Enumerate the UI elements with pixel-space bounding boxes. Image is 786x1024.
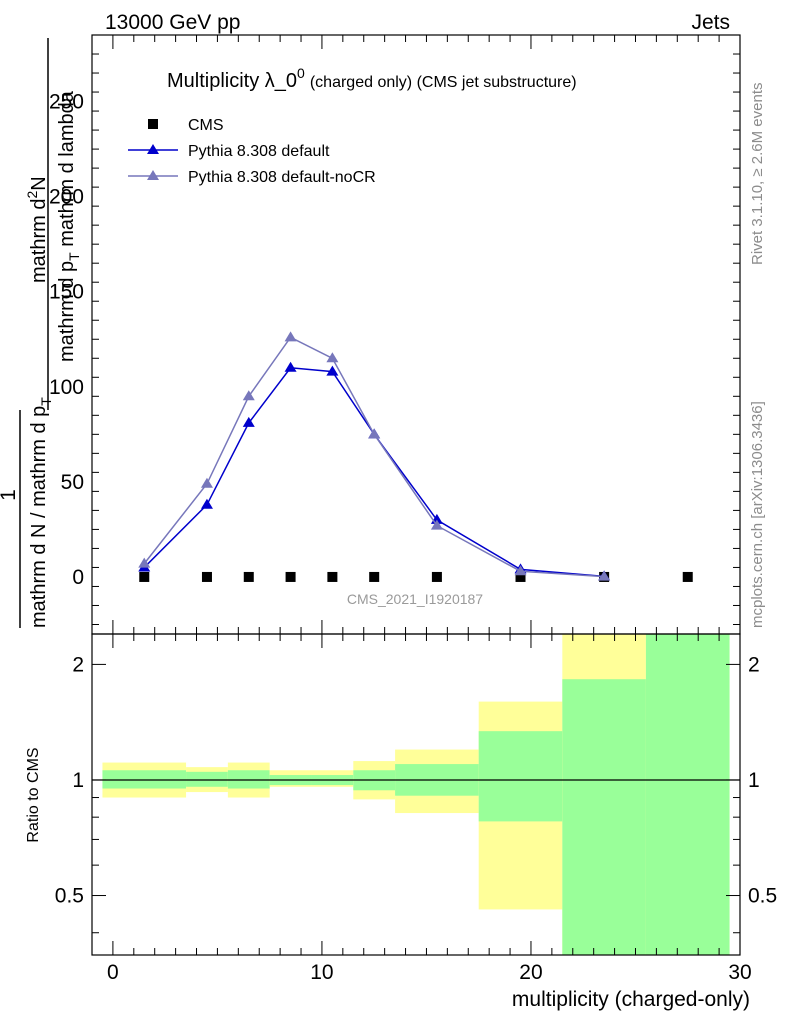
series-2-point-4 [326, 352, 339, 363]
cms-point-0 [139, 571, 150, 582]
ylabel-prefix-den: mathrm d N / mathrm d pT [28, 397, 54, 628]
header-right: Jets [691, 11, 730, 34]
chart-title-main: Multiplicity λ_0 [167, 70, 297, 92]
series-1-point-4 [326, 365, 339, 376]
main-ytick-label: 100 [49, 376, 84, 399]
series-2-point-1 [200, 477, 213, 488]
xtick-label: 10 [310, 961, 333, 984]
ratio-ytick-label-left: 2 [72, 653, 84, 676]
ratio-ytick-label-right: 0.5 [748, 885, 777, 908]
ratio-y-label: Ratio to CMS [25, 747, 42, 842]
main-ytick-label: 250 [49, 91, 84, 114]
xtick-label: 0 [107, 961, 119, 984]
ratio-bands [92, 634, 740, 955]
ratio-ytick-label-right: 2 [748, 653, 760, 676]
cms-point-7 [515, 571, 526, 582]
series-1-point-2 [242, 416, 255, 427]
main-ytick-label: 150 [49, 281, 84, 304]
ylabel-prefix: 1 [0, 489, 20, 501]
series-2-point-0 [138, 557, 151, 568]
y-axis-label: 1 mathrm d N / mathrm d pT mathrm d2N ma… [0, 38, 82, 628]
series-2-point-5 [368, 428, 381, 439]
cms-point-3 [285, 571, 296, 582]
legend-cms-marker [148, 119, 158, 129]
cms-point-6 [431, 571, 442, 582]
legend-cms-label: CMS [188, 117, 224, 134]
analysis-tag: CMS_2021_I1920187 [347, 591, 483, 607]
cms-point-5 [369, 571, 380, 582]
stat-band-8 [562, 679, 646, 955]
stat-band-1 [186, 771, 228, 787]
series-2-point-2 [242, 390, 255, 401]
chart-title-sup: 0 [297, 65, 305, 81]
cms-point-4 [327, 571, 338, 582]
cms-point-2 [243, 571, 254, 582]
ratio-ytick-label-right: 1 [748, 769, 760, 792]
xtick-label: 20 [519, 961, 542, 984]
chart-title: Multiplicity λ_00 (charged only) (CMS jet… [167, 65, 577, 92]
legend-mc2-label: Pythia 8.308 default-noCR [188, 169, 376, 186]
legend: CMS Pythia 8.308 default Pythia 8.308 de… [128, 117, 376, 186]
series-2-point-3 [284, 331, 297, 342]
series-2-point-7 [514, 565, 527, 576]
x-axis-label: multiplicity (charged-only) [512, 988, 750, 1011]
legend-mc1-marker [147, 144, 159, 154]
header-left: 13000 GeV pp [105, 11, 240, 34]
cms-point-1 [201, 571, 212, 582]
series-2-point-8 [598, 570, 611, 581]
chart-title-sub: (charged only) (CMS jet substructure) [310, 74, 577, 91]
stat-band-7 [478, 731, 563, 822]
main-ytick-label: 200 [49, 186, 84, 209]
series-line-2 [143, 336, 605, 578]
legend-mc1-label: Pythia 8.308 default [188, 143, 330, 160]
cms-point-9 [682, 571, 693, 582]
series-1-point-3 [284, 361, 297, 372]
main-ytick-label: 0 [72, 566, 84, 589]
ylabel-denominator: mathrm d pT mathrm d lambda [56, 90, 82, 362]
legend-mc2-marker [147, 170, 159, 180]
ratio-ytick-label-left: 1 [72, 769, 84, 792]
series-1-point-1 [200, 498, 213, 509]
stat-band-9 [645, 634, 730, 955]
xtick-label: 30 [728, 961, 751, 984]
rivet-version-note: Rivet 3.1.10, ≥ 2.6M events [749, 83, 766, 266]
series-2-point-6 [430, 519, 443, 530]
ratio-ytick-label-left: 0.5 [55, 885, 84, 908]
main-series [138, 331, 693, 582]
main-ytick-label: 50 [61, 471, 84, 494]
ylabel-numerator: mathrm d2N [24, 176, 50, 283]
ratio-plot-frame [91, 633, 741, 956]
mcplots-note: mcplots.cern.ch [arXiv:1306.3436] [749, 401, 766, 628]
